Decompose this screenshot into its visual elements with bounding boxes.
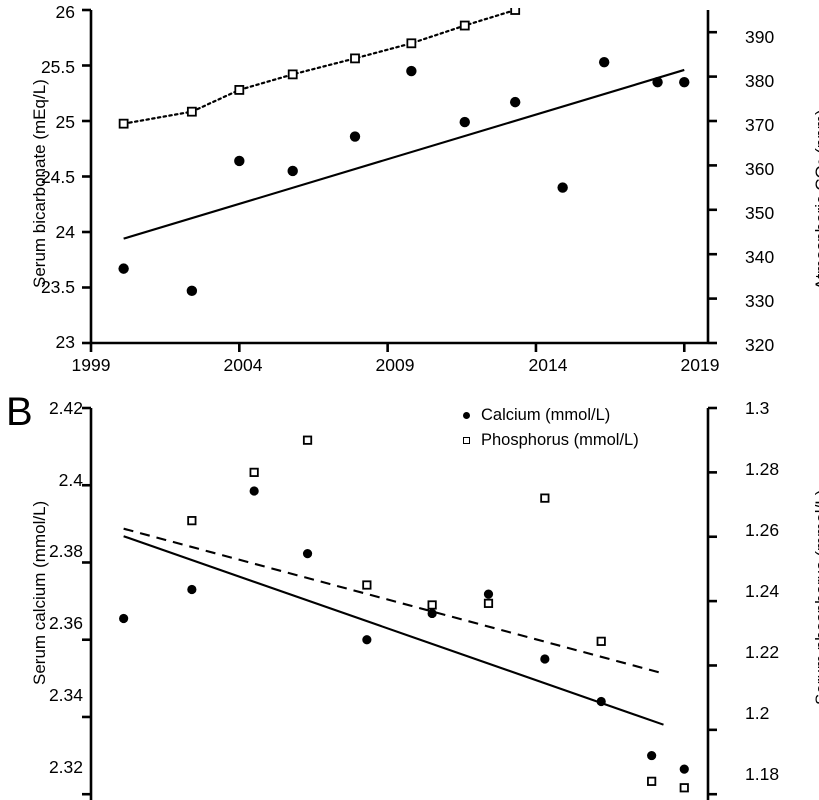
panel-a-plot	[82, 8, 717, 352]
panel-b-ytick-right-5: 1.2	[745, 703, 770, 723]
panel-b-ytick-right-0: 1.3	[745, 398, 770, 418]
panel-a-xtick-2: 2009	[375, 355, 415, 375]
panel-b-ytick-left-2: 2.38	[48, 541, 83, 561]
legend-label-phosphorus: Phosphorus (mmol/L)	[481, 431, 639, 449]
panel-b-ytick-right-6: 1.18	[745, 764, 780, 784]
panel-b-ytick-left-1: 2.4	[58, 470, 83, 490]
panel-a-ytick-left-0: 26	[55, 2, 75, 22]
panel-b-legend: Calcium (mmol/L) Phosphorus (mmol/L)	[455, 403, 639, 453]
panel-a-ytick-left-3: 24.5	[40, 167, 75, 187]
panel-b-ytick-left-5: 2.32	[48, 757, 83, 777]
panel-a-ytick-left-5: 23.5	[40, 277, 75, 297]
panel-b-plot	[82, 406, 717, 800]
panel-b-ytick-left-3: 2.36	[48, 613, 83, 633]
panel-a-ytick-right-4: 350	[745, 203, 775, 223]
panel-a-xtick-0: 1999	[71, 355, 111, 375]
panel-b-letter: B	[6, 390, 33, 434]
panel-b-ytick-left-0: 2.42	[48, 398, 83, 418]
panel-a-ytick-left-4: 24	[55, 222, 75, 242]
panel-a-ytick-left-1: 25.5	[40, 57, 75, 77]
legend-item-phosphorus: Phosphorus (mmol/L)	[455, 428, 639, 453]
panel-a-ytick-left-2: 25	[55, 112, 75, 132]
panel-a-xtick-3: 2014	[528, 355, 568, 375]
panel-a-ytick-right-5: 340	[745, 247, 775, 267]
legend-label-calcium: Calcium (mmol/L)	[481, 406, 611, 424]
panel-a-xtick-1: 2004	[223, 355, 263, 375]
open-square-icon	[455, 428, 477, 453]
panel-b-ytick-left-4: 2.34	[48, 685, 83, 705]
panel-a-ytick-right-6: 330	[745, 291, 775, 311]
panel-a-ytick-right-3: 360	[745, 159, 775, 179]
panel-b: B Serum calcium (mmol/L) Serum phosphoru…	[0, 390, 819, 800]
panel-a-ytick-right-1: 380	[745, 71, 775, 91]
panel-a-xtick-4: 2019	[680, 355, 720, 375]
panel-a-ytick-right-0: 390	[745, 27, 775, 47]
panel-a-ytick-left-6: 23	[55, 332, 75, 352]
panel-a-ytick-right-7: 320	[745, 335, 775, 355]
panel-b-ytick-right-4: 1.22	[745, 642, 780, 662]
panel-b-ytick-right-3: 1.24	[745, 581, 780, 601]
legend-item-calcium: Calcium (mmol/L)	[455, 403, 639, 428]
panel-a: Serum bicarbonate (mEq/L) Atmospheric CO…	[0, 0, 819, 390]
panel-a-ytick-right-2: 370	[745, 115, 775, 135]
panel-b-ytick-right-1: 1.28	[745, 459, 780, 479]
panel-b-ytick-right-2: 1.26	[745, 520, 780, 540]
filled-circle-icon	[455, 403, 477, 428]
